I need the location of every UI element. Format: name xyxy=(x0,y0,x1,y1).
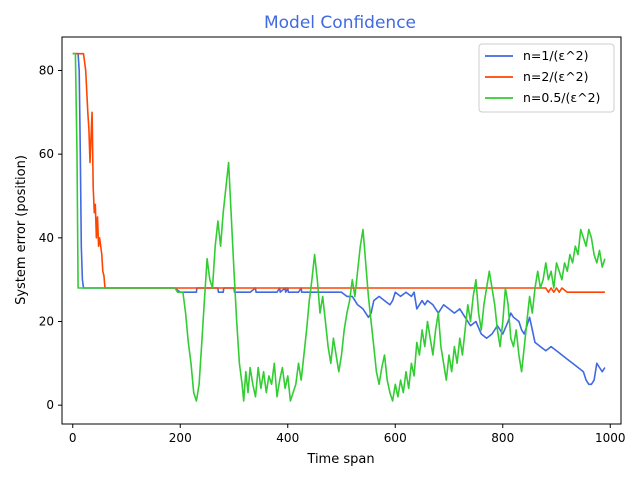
legend-item: n=2/(ε^2) xyxy=(485,69,589,84)
x-tick-label: 1000 xyxy=(595,431,626,445)
x-tick-label: 400 xyxy=(276,431,299,445)
x-tick-label: 200 xyxy=(169,431,192,445)
legend: n=1/(ε^2) n=2/(ε^2) n=0.5/(ε^2) xyxy=(478,43,615,113)
plot-frame xyxy=(61,36,622,425)
y-tick-label: 0 xyxy=(46,398,54,412)
x-axis-label: Time span xyxy=(306,452,374,467)
series-2 xyxy=(72,52,606,402)
y-axis-label: System error (position) xyxy=(14,155,29,305)
plot-area xyxy=(72,52,606,402)
legend-item: n=1/(ε^2) xyxy=(485,48,589,63)
x-tick-label: 600 xyxy=(384,431,407,445)
y-tick-label: 80 xyxy=(39,63,54,77)
x-tick-label: 0 xyxy=(69,431,77,445)
y-tick-label: 20 xyxy=(39,314,54,328)
y-axis: 0 20 40 60 80 xyxy=(39,63,62,412)
series-1 xyxy=(72,52,605,293)
chart-title: Model Confidence xyxy=(264,13,416,33)
x-axis: 0 200 400 600 800 1000 xyxy=(69,424,626,445)
y-tick-label: 40 xyxy=(39,231,54,245)
legend-label: n=2/(ε^2) xyxy=(523,69,589,84)
legend-label: n=1/(ε^2) xyxy=(523,48,589,63)
legend-item: n=0.5/(ε^2) xyxy=(485,90,600,105)
legend-box xyxy=(478,43,615,113)
legend-label: n=0.5/(ε^2) xyxy=(523,90,600,105)
x-tick-label: 800 xyxy=(491,431,514,445)
y-tick-label: 60 xyxy=(39,147,54,161)
